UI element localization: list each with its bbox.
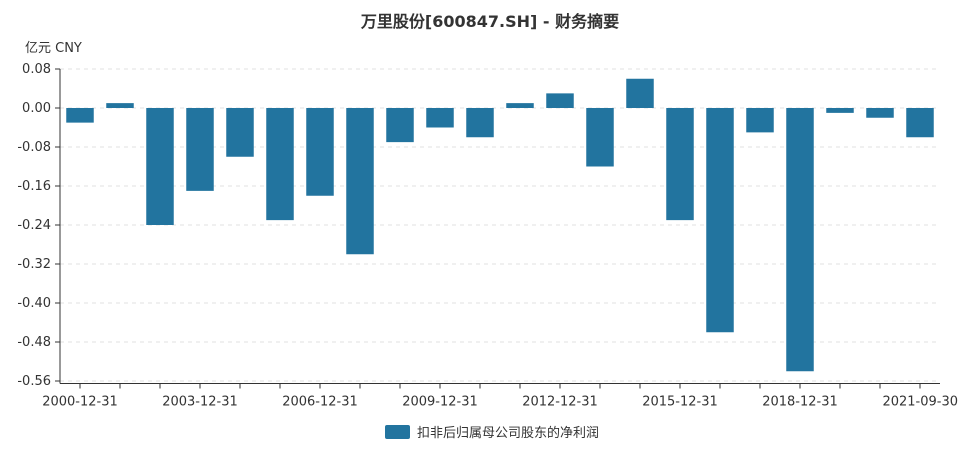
bar[interactable]	[466, 108, 494, 138]
bar[interactable]	[266, 108, 294, 221]
chart-title: 万里股份[600847.SH] - 财务摘要	[360, 12, 619, 31]
bars	[66, 78, 934, 372]
x-tick-label: 2003-12-31	[162, 394, 238, 409]
bar[interactable]	[426, 108, 454, 128]
bar[interactable]	[666, 108, 694, 221]
legend-swatch[interactable]	[385, 425, 410, 439]
x-tick-label: 2000-12-31	[42, 394, 118, 409]
bar[interactable]	[746, 108, 774, 133]
y-tick-label: -0.24	[17, 218, 51, 233]
x-tick-label: 2012-12-31	[522, 394, 598, 409]
y-tick-label: -0.40	[17, 296, 51, 311]
x-tick-label: 2006-12-31	[282, 394, 358, 409]
bar[interactable]	[866, 108, 894, 118]
axes	[59, 69, 940, 384]
y-tick-label: 0.00	[22, 101, 51, 116]
bar[interactable]	[586, 108, 614, 167]
bar[interactable]	[626, 78, 654, 108]
x-axis-ticks: 2000-12-31 2003-12-31 2006-12-31 2009-12-31…	[42, 383, 958, 409]
x-tick-label: 2018-12-31	[762, 394, 838, 409]
y-tick-label: -0.16	[17, 179, 51, 194]
bar[interactable]	[186, 108, 214, 191]
bar[interactable]	[546, 93, 574, 108]
bar[interactable]	[386, 108, 414, 143]
y-tick-label: -0.08	[17, 140, 51, 155]
bar[interactable]	[346, 108, 374, 255]
y-unit-label: 亿元 CNY	[25, 41, 82, 56]
bar[interactable]	[786, 108, 814, 372]
x-tick-label: 2021-09-30	[882, 394, 958, 409]
y-axis-ticks: 0.08 0.00 -0.08 -0.16 -0.24 -0.32 -0.40 -0.48 -0…	[17, 62, 60, 389]
x-tick-label: 2015-12-31	[642, 394, 718, 409]
bar[interactable]	[826, 108, 854, 113]
legend-label[interactable]: 扣非后归属母公司股东的净利润	[417, 425, 599, 441]
y-tick-label: -0.32	[17, 257, 51, 272]
bar[interactable]	[906, 108, 934, 138]
legend[interactable]: 扣非后归属母公司股东的净利润	[385, 425, 599, 441]
bar[interactable]	[106, 103, 134, 108]
x-tick-label: 2009-12-31	[402, 394, 478, 409]
bar[interactable]	[306, 108, 334, 196]
y-tick-label: -0.56	[17, 374, 51, 389]
bar[interactable]	[226, 108, 254, 157]
y-tick-label: -0.48	[17, 335, 51, 350]
bar[interactable]	[66, 108, 94, 123]
bar[interactable]	[706, 108, 734, 333]
bar[interactable]	[146, 108, 174, 225]
bar[interactable]	[506, 103, 534, 108]
y-tick-label: 0.08	[22, 62, 51, 77]
